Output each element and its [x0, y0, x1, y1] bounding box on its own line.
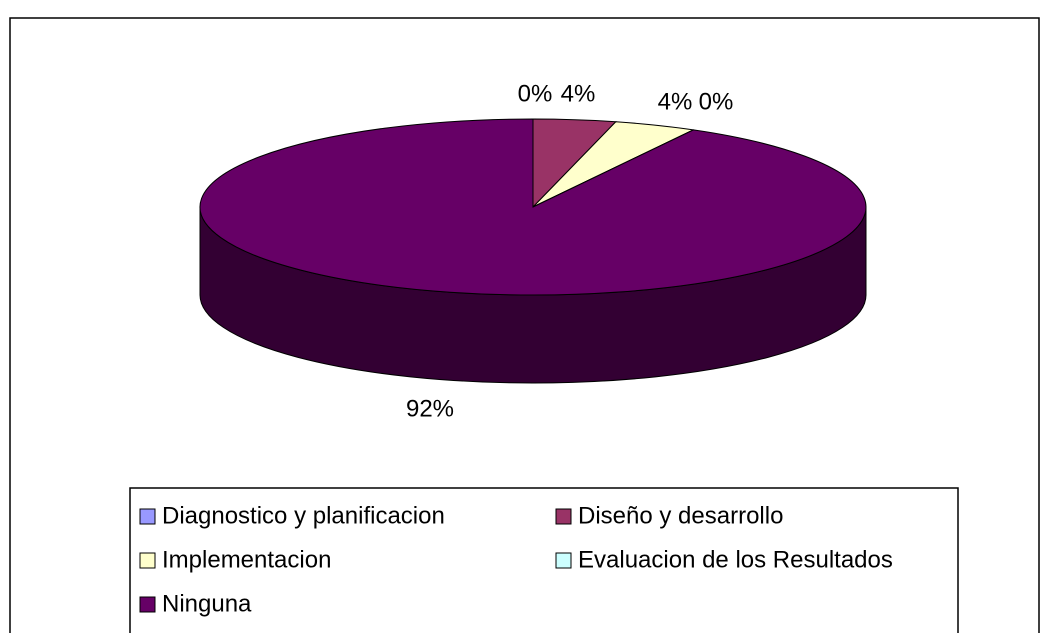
data-label: 0% — [518, 80, 553, 107]
legend-label: Diagnostico y planificacion — [162, 502, 445, 529]
data-label: 4% — [658, 88, 693, 115]
legend-label: Evaluacion de los Resultados — [578, 546, 893, 573]
legend-swatch — [555, 508, 572, 525]
legend-label: Ninguna — [162, 590, 252, 617]
legend-label: Diseño y desarrollo — [578, 502, 783, 529]
data-label: 0% — [699, 88, 734, 115]
data-label: 92% — [406, 395, 454, 422]
legend-swatch — [139, 596, 156, 613]
legend-swatch — [139, 508, 156, 525]
legend-swatch — [555, 552, 572, 569]
legend-swatch — [139, 552, 156, 569]
legend-label: Implementacion — [162, 546, 331, 573]
legend-box — [129, 487, 959, 633]
data-label: 4% — [561, 80, 596, 107]
slice — [199, 118, 867, 296]
